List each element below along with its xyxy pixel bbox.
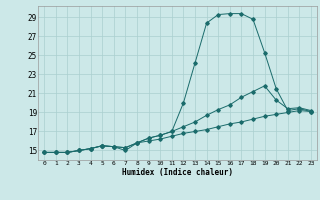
X-axis label: Humidex (Indice chaleur): Humidex (Indice chaleur): [122, 168, 233, 177]
